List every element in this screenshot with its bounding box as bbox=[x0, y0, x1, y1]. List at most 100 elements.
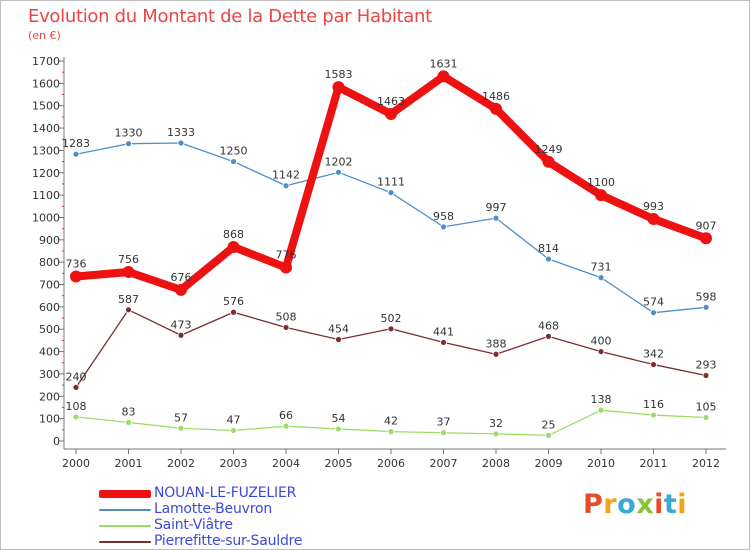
data-point-2 bbox=[545, 432, 552, 439]
data-label: 105 bbox=[696, 401, 717, 414]
data-label: 42 bbox=[384, 415, 398, 428]
data-label: 587 bbox=[118, 293, 139, 306]
data-label: 342 bbox=[643, 348, 664, 361]
legend-swatch-pierrefitte bbox=[99, 541, 151, 543]
logo-letter: o bbox=[617, 489, 637, 520]
data-label: 756 bbox=[118, 253, 139, 266]
data-point-0 bbox=[122, 266, 135, 279]
y-tick-label: 800 bbox=[39, 256, 60, 269]
y-tick-label: 1700 bbox=[32, 55, 60, 68]
x-tick-label: 2010 bbox=[587, 457, 615, 470]
data-label: 66 bbox=[279, 409, 293, 422]
data-label: 814 bbox=[538, 242, 559, 255]
data-label: 1631 bbox=[430, 57, 458, 70]
data-label: 907 bbox=[696, 219, 717, 232]
data-label: 1486 bbox=[482, 90, 510, 103]
data-label: 54 bbox=[332, 412, 346, 425]
data-point-0 bbox=[70, 270, 82, 283]
data-point-2 bbox=[650, 411, 657, 419]
data-label: 240 bbox=[66, 370, 87, 383]
data-point-0 bbox=[595, 189, 607, 202]
x-tick-label: 2002 bbox=[167, 457, 195, 470]
data-point-0 bbox=[332, 81, 345, 94]
data-point-1 bbox=[125, 140, 132, 148]
legend-swatch-lamotte bbox=[99, 509, 151, 511]
data-label: 400 bbox=[591, 335, 612, 348]
data-label: 108 bbox=[66, 400, 87, 413]
y-tick-label: 500 bbox=[39, 323, 60, 336]
data-label: 1249 bbox=[535, 143, 563, 156]
data-point-3 bbox=[72, 383, 80, 391]
data-label: 776 bbox=[276, 249, 297, 262]
legend: NOUAN-LE-FUZELIER Lamotte-Beuvron Saint-… bbox=[99, 485, 359, 550]
data-point-2 bbox=[702, 414, 710, 421]
y-tick-label: 100 bbox=[39, 413, 60, 426]
data-point-1 bbox=[72, 150, 80, 158]
data-label: 576 bbox=[223, 295, 244, 308]
data-label: 468 bbox=[538, 319, 559, 332]
data-point-2 bbox=[72, 413, 80, 421]
data-point-3 bbox=[335, 336, 342, 343]
data-point-0 bbox=[700, 232, 712, 245]
data-label: 138 bbox=[591, 393, 612, 406]
data-point-2 bbox=[387, 428, 395, 436]
proxiti-logo: Proxiti bbox=[583, 489, 687, 520]
data-label: 37 bbox=[437, 416, 451, 429]
data-point-1 bbox=[702, 303, 710, 311]
data-label: 1330 bbox=[115, 127, 143, 140]
x-tick-label: 2001 bbox=[115, 457, 143, 470]
legend-item-nouan: NOUAN-LE-FUZELIER bbox=[99, 485, 359, 502]
data-label: 868 bbox=[223, 228, 244, 241]
logo-letter: i bbox=[654, 489, 664, 520]
data-label: 1463 bbox=[377, 95, 405, 108]
data-point-3 bbox=[125, 306, 132, 314]
x-tick-label: 2011 bbox=[640, 457, 668, 470]
data-point-1 bbox=[650, 309, 657, 317]
data-label: 958 bbox=[433, 210, 454, 223]
data-point-0 bbox=[385, 107, 397, 120]
y-tick-label: 200 bbox=[39, 390, 60, 403]
data-label: 25 bbox=[542, 418, 556, 431]
logo-letter: r bbox=[603, 489, 618, 520]
x-tick-label: 2008 bbox=[482, 457, 510, 470]
data-point-3 bbox=[230, 308, 237, 316]
data-point-3 bbox=[650, 361, 657, 368]
data-point-2 bbox=[230, 427, 237, 434]
y-tick-label: 1600 bbox=[32, 77, 60, 90]
data-label: 83 bbox=[122, 405, 136, 418]
data-point-3 bbox=[545, 332, 552, 340]
data-point-2 bbox=[125, 419, 132, 426]
data-label: 731 bbox=[591, 261, 612, 274]
data-point-3 bbox=[597, 348, 605, 355]
logo-letter: P bbox=[583, 489, 604, 520]
y-tick-label: 0 bbox=[53, 435, 60, 448]
data-point-1 bbox=[440, 223, 447, 231]
legend-label-nouan: NOUAN-LE-FUZELIER bbox=[154, 485, 297, 501]
y-tick-label: 700 bbox=[39, 279, 60, 292]
chart-title: Evolution du Montant de la Dette par Hab… bbox=[28, 6, 432, 27]
x-tick-label: 2003 bbox=[220, 457, 248, 470]
legend-swatch-nouan bbox=[99, 490, 151, 498]
data-point-2 bbox=[492, 430, 500, 438]
data-point-1 bbox=[597, 274, 605, 282]
y-tick-label: 600 bbox=[39, 301, 60, 314]
legend-label-saint-viatre: Saint-Viâtre bbox=[154, 517, 233, 533]
data-point-0 bbox=[280, 261, 292, 274]
legend-label-pierrefitte: Pierrefitte-sur-Sauldre bbox=[154, 533, 303, 549]
data-label: 508 bbox=[276, 310, 297, 323]
y-tick-label: 1300 bbox=[32, 144, 60, 157]
data-label: 574 bbox=[643, 296, 664, 309]
data-point-1 bbox=[282, 182, 290, 190]
legend-item-saint-viatre: Saint-Viâtre bbox=[99, 517, 359, 534]
logo-letter: t bbox=[663, 489, 678, 520]
data-point-3 bbox=[440, 339, 447, 346]
data-label: 1333 bbox=[167, 126, 195, 139]
data-label: 454 bbox=[328, 323, 349, 336]
data-label: 676 bbox=[171, 271, 192, 284]
data-point-0 bbox=[227, 240, 240, 253]
y-tick-label: 1000 bbox=[32, 211, 60, 224]
x-tick-label: 2007 bbox=[430, 457, 458, 470]
data-label: 1583 bbox=[325, 68, 353, 81]
data-point-3 bbox=[282, 324, 290, 331]
data-point-3 bbox=[492, 350, 500, 358]
